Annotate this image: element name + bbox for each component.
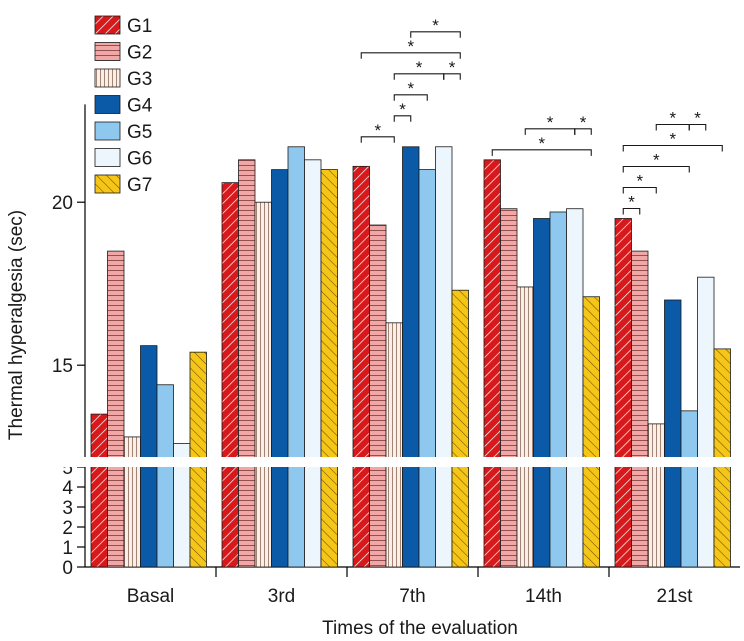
- legend-swatch-g7: [94, 174, 121, 194]
- significance-star: *: [374, 121, 381, 140]
- bar-g5-7th: [418, 169, 436, 568]
- bar-g7-3rd: [320, 169, 338, 568]
- bar-g1-basal: [90, 413, 108, 568]
- significance-bracket: [410, 31, 461, 38]
- bar-g2-3rd: [238, 159, 256, 568]
- bar-g7-7th: [451, 289, 469, 568]
- bar-g5-3rd: [287, 146, 305, 568]
- bar-g6-14th: [566, 208, 584, 568]
- significance-star: *: [669, 130, 676, 149]
- bar-g6-7th: [435, 146, 453, 568]
- bar-g3-basal: [123, 436, 141, 568]
- significance-bracket: [688, 123, 707, 131]
- bar-g5-14th: [549, 211, 567, 568]
- legend-label-g7: G7: [127, 175, 152, 196]
- significance-bracket: [622, 165, 690, 173]
- x-axis-title: Times of the evaluation: [322, 618, 518, 639]
- bar-g3-3rd: [254, 201, 272, 568]
- y-tick-label: 5: [62, 458, 73, 479]
- bar-g1-3rd: [221, 182, 239, 568]
- bar-g3-21st: [647, 423, 665, 568]
- legend-swatch-g4: [94, 95, 121, 114]
- bar-g4-basal: [140, 345, 158, 568]
- significance-star: *: [636, 172, 643, 191]
- significance-bracket: [491, 149, 592, 156]
- bar-g2-7th: [369, 224, 387, 568]
- legend-label-g1: G1: [127, 16, 152, 37]
- significance-bracket: [622, 144, 723, 152]
- legend-label-g6: G6: [127, 149, 152, 170]
- legend-swatch-g1: [94, 15, 121, 35]
- bar-g2-14th: [500, 208, 518, 568]
- significance-star: *: [416, 58, 423, 77]
- significance-star: *: [449, 58, 456, 77]
- y-tick-label: 3: [62, 498, 73, 519]
- bar-g4-7th: [402, 146, 420, 568]
- significance-brackets: **** ***** ****** *: [360, 16, 723, 215]
- bar-g7-14th: [582, 296, 600, 568]
- significance-star: *: [694, 109, 701, 128]
- bar-g1-21st: [614, 218, 632, 568]
- bar-g1-14th: [483, 159, 501, 568]
- y-tick-label: 4: [62, 478, 73, 499]
- bar-g4-14th: [533, 218, 551, 568]
- significance-bracket: [443, 73, 461, 80]
- x-tick-label: 7th: [399, 586, 425, 607]
- significance-star: *: [547, 113, 554, 132]
- x-tick-label: 14th: [525, 586, 562, 607]
- significance-star: *: [407, 79, 414, 98]
- bar-g3-14th: [516, 286, 534, 568]
- y-tick-label: 0: [62, 558, 73, 579]
- bar-g6-3rd: [304, 159, 322, 568]
- bar-g4-3rd: [271, 169, 289, 568]
- legend-label-g3: G3: [127, 69, 152, 90]
- bar-g3-7th: [385, 322, 403, 568]
- y-tick-label: 1: [62, 538, 73, 559]
- y-tick-label: 2: [62, 518, 73, 539]
- significance-bracket: [360, 136, 395, 143]
- legend-label-g2: G2: [127, 43, 152, 64]
- bar-g5-21st: [680, 410, 698, 568]
- bar-g6-21st: [697, 276, 715, 568]
- y-axis-title: Thermal hyperalgesia (sec): [6, 210, 27, 440]
- axis-break: [0, 457, 744, 467]
- significance-star: *: [669, 109, 676, 128]
- x-tick-label: 21st: [657, 586, 694, 607]
- significance-star: *: [399, 100, 406, 119]
- significance-star: *: [628, 193, 635, 212]
- significance-bracket: [622, 186, 657, 194]
- bar-g4-21st: [664, 299, 682, 568]
- y-tick-label: 20: [52, 193, 73, 214]
- bar-g5-basal: [156, 384, 174, 568]
- axis-break-band: [0, 457, 744, 467]
- significance-bracket: [393, 94, 428, 101]
- legend-swatch-g5: [94, 121, 121, 141]
- significance-bracket: [360, 52, 461, 59]
- bar-g2-basal: [107, 250, 125, 568]
- legend-swatch-g6: [94, 148, 121, 167]
- significance-bracket: [574, 128, 592, 135]
- significance-star: *: [653, 151, 660, 170]
- legend-label-g4: G4: [127, 96, 153, 117]
- x-tick-label: Basal: [127, 586, 175, 607]
- significance-bracket: [622, 207, 641, 215]
- significance-bracket: [393, 115, 412, 122]
- x-tick-label: 3rd: [268, 586, 295, 607]
- bar-g2-21st: [631, 250, 649, 568]
- legend-swatch-g3: [94, 68, 121, 88]
- significance-star: *: [538, 134, 545, 153]
- legend-label-g5: G5: [127, 122, 152, 143]
- significance-star: *: [580, 113, 587, 132]
- significance-star: *: [407, 37, 414, 56]
- legend: G1 G2 G3 G4 G5 G6 G7: [94, 15, 153, 196]
- significance-star: *: [432, 16, 439, 35]
- legend-swatch-g2: [94, 42, 121, 61]
- y-tick-label: 15: [52, 356, 73, 377]
- bar-g1-7th: [352, 165, 370, 568]
